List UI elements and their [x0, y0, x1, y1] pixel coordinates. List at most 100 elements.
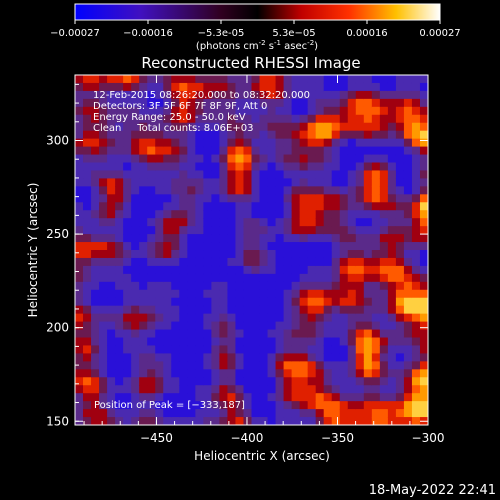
heatmap-cell	[179, 305, 188, 315]
heatmap-cell	[299, 138, 309, 148]
heatmap-cell	[187, 154, 196, 164]
heatmap-cell	[339, 377, 349, 386]
heatmap-cell	[91, 170, 100, 179]
heatmap-cell	[403, 162, 413, 172]
heatmap-cell	[355, 82, 365, 92]
heatmap-cell	[91, 186, 100, 195]
heatmap-cell	[307, 162, 317, 172]
heatmap-cell	[179, 186, 188, 195]
heatmap-cell	[291, 170, 301, 179]
heatmap-cell	[235, 106, 245, 116]
heatmap-cell	[331, 242, 341, 251]
heatmap-cell	[419, 321, 428, 331]
heatmap-cell	[267, 250, 277, 259]
heatmap-cell	[379, 98, 389, 108]
heatmap-cell	[163, 170, 172, 179]
heatmap-cell	[131, 162, 140, 172]
heatmap-cell	[83, 138, 92, 148]
heatmap-cell	[211, 82, 221, 92]
heatmap-cell	[243, 242, 253, 251]
heatmap-cell	[291, 250, 301, 259]
heatmap-cell	[379, 106, 389, 116]
heatmap-cell	[91, 337, 100, 347]
heatmap-cell	[83, 265, 92, 275]
heatmap-cell	[195, 297, 204, 307]
heatmap-cell	[387, 194, 397, 203]
heatmap-cell	[147, 106, 156, 116]
heatmap-cell	[107, 393, 116, 402]
heatmap-cell	[83, 162, 92, 172]
heatmap-cell	[339, 210, 349, 219]
heatmap-cell	[259, 257, 269, 267]
heatmap-cell	[171, 369, 180, 378]
heatmap-cell	[187, 385, 196, 394]
heatmap-cell	[331, 321, 341, 331]
heatmap-cell	[235, 305, 245, 315]
heatmap-cell	[315, 234, 325, 243]
heatmap-cell	[91, 202, 100, 211]
heatmap-cell	[379, 146, 389, 156]
heatmap-cell	[275, 281, 285, 291]
heatmap-cell	[219, 297, 229, 307]
heatmap-cell	[331, 265, 341, 275]
heatmap-cell	[355, 401, 365, 410]
heatmap-cell	[315, 385, 325, 394]
heatmap-cell	[139, 393, 148, 402]
heatmap-cell	[331, 337, 341, 347]
heatmap-cell	[291, 122, 301, 132]
heatmap-cell	[363, 313, 373, 323]
heatmap-cell	[251, 146, 261, 156]
heatmap-cell	[227, 90, 237, 100]
heatmap-cell	[99, 194, 108, 203]
heatmap-cell	[227, 329, 237, 339]
heatmap-cell	[403, 210, 413, 219]
heatmap-cell	[83, 313, 92, 323]
heatmap-cell	[203, 337, 212, 347]
heatmap-cell	[251, 337, 261, 347]
heatmap-cell	[155, 98, 164, 108]
heatmap-cell	[283, 377, 293, 386]
heatmap-cell	[307, 353, 317, 362]
heatmap-cell	[331, 146, 341, 156]
heatmap-cell	[203, 313, 212, 323]
heatmap-cell	[115, 265, 124, 275]
heatmap-cell	[331, 226, 341, 235]
heatmap-cell	[203, 146, 212, 156]
heatmap-cell	[251, 393, 261, 402]
heatmap-cell	[131, 75, 140, 84]
heatmap-cell	[323, 202, 333, 211]
heatmap-cell	[251, 130, 261, 140]
heatmap-cell	[219, 130, 229, 140]
heatmap-cell	[419, 393, 428, 402]
heatmap-cell	[155, 154, 164, 164]
heatmap-cell	[251, 90, 261, 100]
heatmap-cell	[211, 409, 221, 418]
heatmap-cell	[419, 210, 428, 219]
heatmap-cell	[371, 82, 381, 92]
heatmap-cell	[251, 226, 261, 235]
heatmap-cell	[315, 130, 325, 140]
heatmap-cell	[275, 337, 285, 347]
heatmap-cell	[235, 98, 245, 108]
heatmap-cell	[299, 122, 309, 132]
heatmap-cell	[323, 377, 333, 386]
heatmap-cell	[395, 353, 405, 362]
heatmap-cell	[379, 393, 389, 402]
heatmap-cell	[91, 321, 100, 331]
heatmap-cell	[211, 226, 221, 235]
heatmap-cell	[179, 250, 188, 259]
heatmap-cell	[339, 409, 349, 418]
heatmap-cell	[203, 321, 212, 331]
heatmap-cell	[155, 130, 164, 140]
heatmap-cell	[155, 273, 164, 283]
heatmap-cell	[195, 385, 204, 394]
heatmap-cell	[251, 417, 261, 425]
heatmap-cell	[219, 321, 229, 331]
heatmap-cell	[235, 313, 245, 323]
heatmap-cell	[123, 194, 132, 203]
heatmap-cell	[219, 250, 229, 259]
heatmap-cell	[195, 393, 204, 402]
heatmap-cell	[123, 210, 132, 219]
heatmap-cell	[123, 305, 132, 315]
heatmap-cell	[275, 242, 285, 251]
